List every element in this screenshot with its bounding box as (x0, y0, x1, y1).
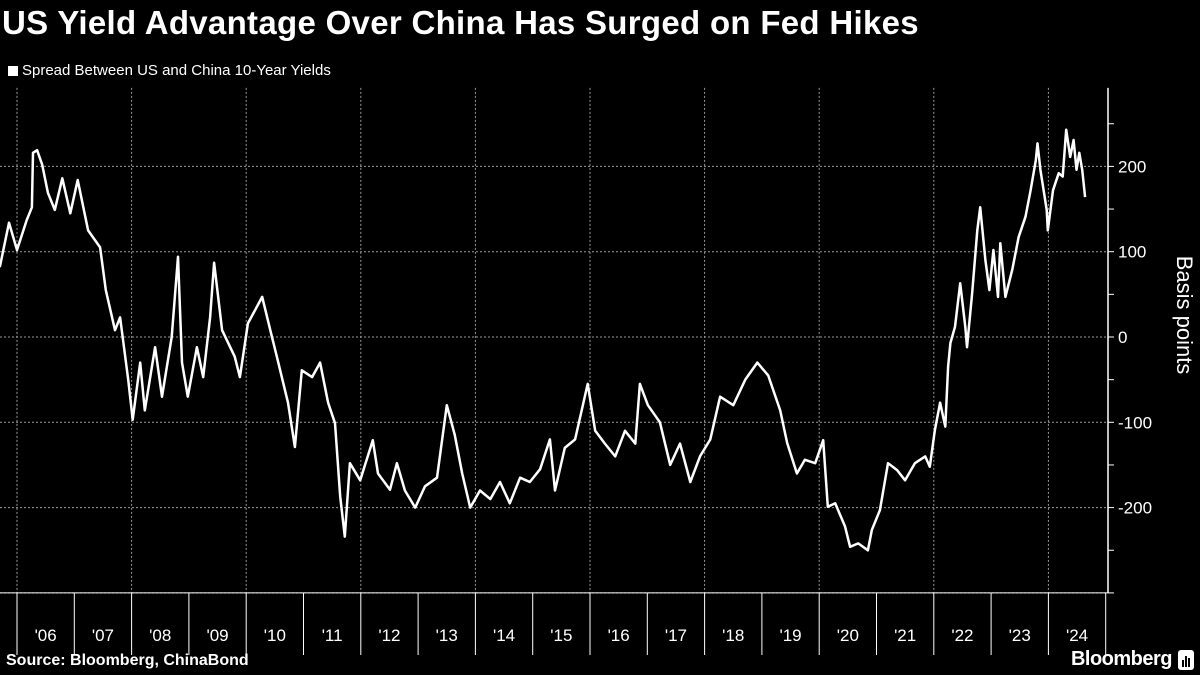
x-tick-label: '11 (322, 626, 343, 645)
y-tick-label: -100 (1118, 413, 1152, 432)
gridlines (0, 87, 1108, 594)
x-tick-label: '21 (894, 626, 916, 645)
y-tick-label: 0 (1118, 328, 1127, 347)
x-tick-label: '19 (779, 626, 801, 645)
y-tick-label: -200 (1118, 499, 1152, 518)
axes: 200 100 0 -100 -200 '06 '07 '08 '09 '10 '11 '12 '13 '… (0, 87, 1152, 655)
x-tick-label: '08 (149, 626, 171, 645)
x-tick-label: '12 (378, 626, 400, 645)
legend-swatch (8, 65, 18, 76)
x-tick-label: '23 (1009, 626, 1031, 645)
chart-title: US Yield Advantage Over China Has Surged… (2, 4, 919, 41)
legend: Spread Between US and China 10-Year Yiel… (8, 62, 331, 79)
x-tick-label: '09 (206, 626, 228, 645)
bloomberg-icon (1178, 649, 1194, 670)
x-tick-label: '10 (264, 626, 286, 645)
bloomberg-logo: Bloomberg (1071, 648, 1194, 671)
x-tick-label: '24 (1066, 626, 1088, 645)
source-note: Source: Bloomberg, ChinaBond (6, 652, 249, 669)
x-tick-label: '06 (35, 626, 57, 645)
series-layer (0, 128, 1087, 552)
y-tick-label: 100 (1118, 243, 1146, 262)
y-axis-label: Basis points (1172, 256, 1197, 375)
x-tick-label: '16 (608, 626, 630, 645)
x-tick-label: '07 (92, 626, 114, 645)
x-tick-label: '20 (837, 626, 859, 645)
x-tick-label: '17 (665, 626, 687, 645)
brand-name: Bloomberg (1070, 648, 1173, 670)
spread-series-line (0, 128, 1087, 552)
x-tick-label: '14 (493, 626, 515, 645)
legend-label: Spread Between US and China 10-Year Yiel… (22, 62, 331, 79)
x-tick-label: '18 (722, 626, 744, 645)
x-tick-label: '15 (550, 626, 572, 645)
x-tick-label: '13 (436, 626, 458, 645)
y-tick-label: 200 (1118, 157, 1146, 176)
x-tick-label: '22 (951, 626, 973, 645)
